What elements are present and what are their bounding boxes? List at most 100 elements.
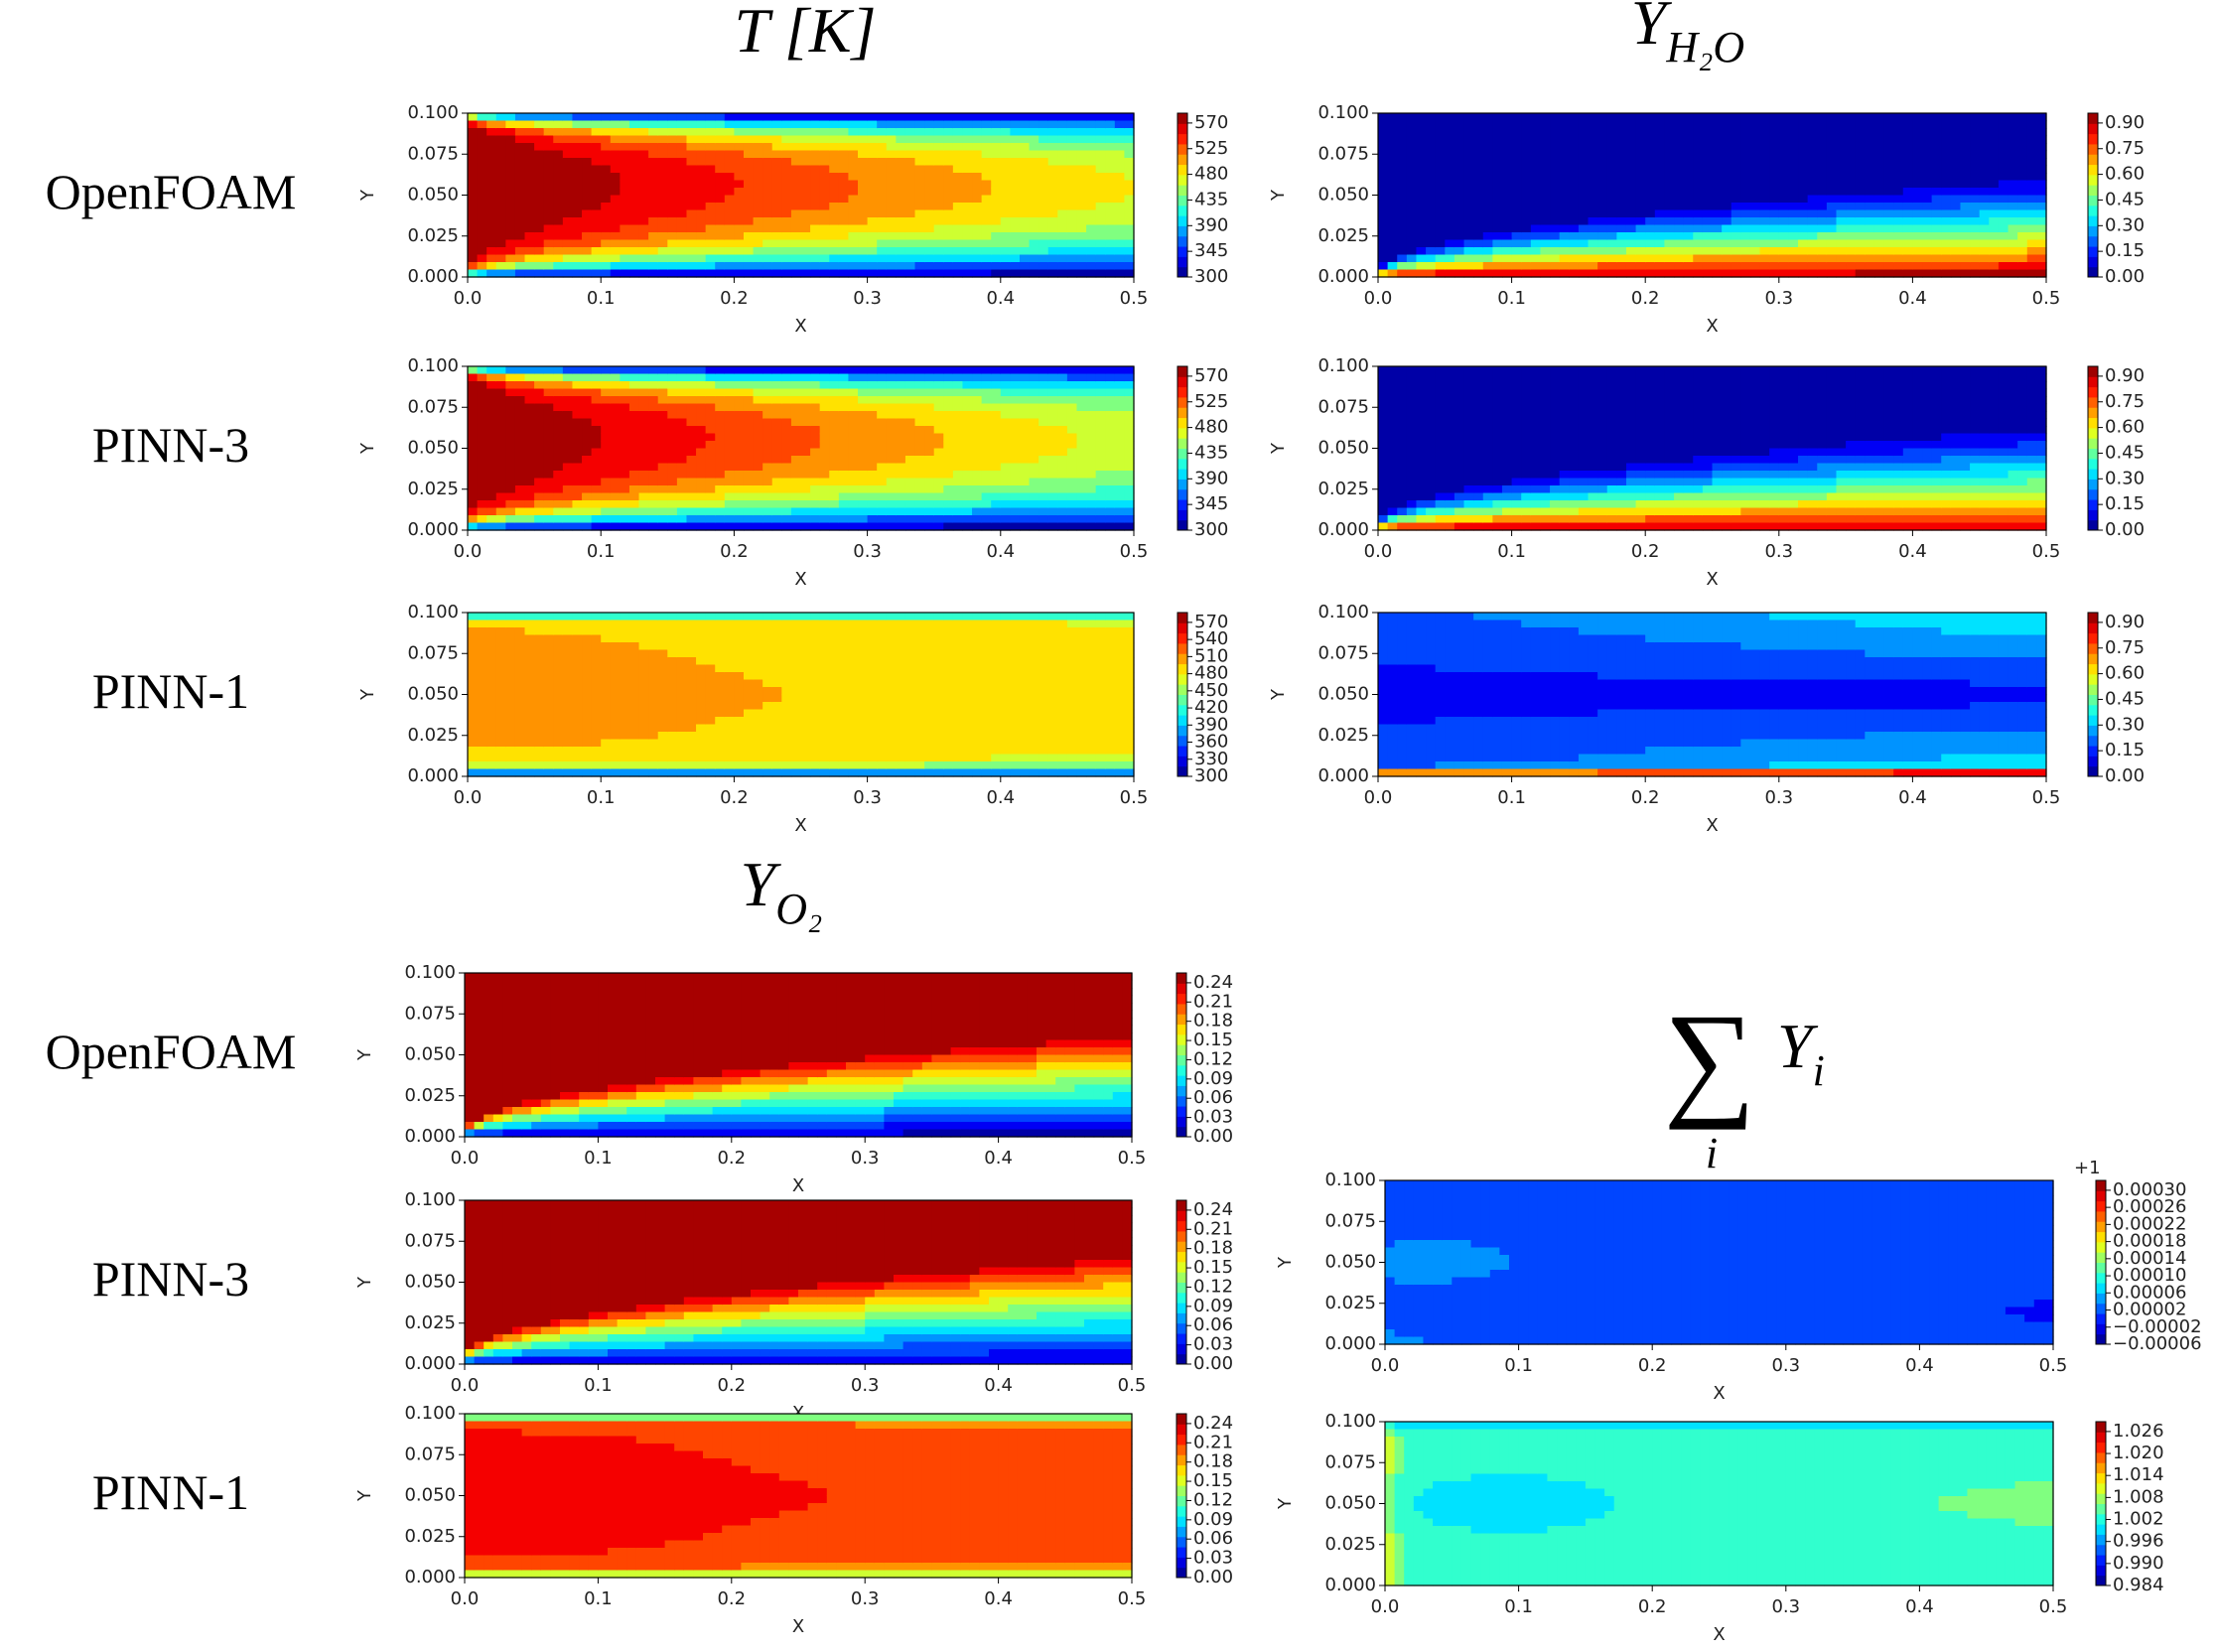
contour-cell: [972, 426, 983, 435]
contour-cell: [495, 224, 506, 233]
contour-cell: [468, 396, 479, 405]
contour-cell: [572, 173, 583, 182]
contour-cell: [886, 717, 897, 726]
contour-cell: [1124, 411, 1135, 420]
contour-cell: [1047, 732, 1058, 741]
contour-cell: [771, 150, 782, 159]
contour-cell: [904, 381, 916, 390]
contour-cell: [838, 485, 850, 494]
contour-cell: [1039, 269, 1049, 278]
contour-cell: [1076, 209, 1087, 218]
contour-cell: [943, 232, 954, 241]
contour-cell: [800, 492, 811, 501]
contour-cell: [676, 456, 688, 465]
contour-cell: [829, 433, 840, 442]
contour-cell: [1435, 247, 1446, 256]
contour-cell: [734, 642, 745, 651]
contour-cell: [486, 627, 497, 636]
contour-cell: [1435, 195, 1446, 204]
contour-cell: [914, 173, 925, 182]
contour-cell: [771, 642, 782, 651]
contour-cell: [896, 761, 906, 770]
contour-cell: [553, 158, 564, 167]
contour-cell: [591, 426, 602, 435]
contour-cell: [1047, 203, 1058, 211]
contour-cell: [1057, 507, 1068, 516]
contour-cell: [1435, 203, 1446, 211]
contour-cell: [477, 388, 487, 397]
contour-cell: [468, 239, 479, 248]
contour-cell: [486, 478, 497, 486]
contour-cell: [1010, 418, 1021, 427]
contour-cell: [991, 456, 1002, 465]
contour-cell: [734, 217, 745, 226]
contour-cell: [810, 232, 821, 241]
contour-cell: [952, 500, 964, 509]
contour-cell: [524, 173, 535, 182]
y-tick-label: 0.100: [407, 602, 459, 622]
contour-cell: [1114, 143, 1126, 152]
contour-cell: [1095, 173, 1106, 182]
contour-cell: [838, 396, 850, 405]
contour-cell: [524, 254, 535, 263]
contour-cell: [657, 418, 668, 427]
contour-cell: [486, 471, 497, 480]
contour-cell: [591, 634, 602, 643]
contour-cell: [1047, 209, 1058, 218]
contour-cell: [553, 717, 564, 726]
contour-cell: [591, 724, 602, 733]
contour-cell: [914, 269, 925, 278]
contour-cell: [781, 724, 792, 733]
contour-cell: [534, 754, 545, 762]
contour-cell: [562, 613, 574, 621]
contour-cell: [582, 717, 593, 726]
contour-cell: [524, 143, 535, 152]
contour-cell: [1387, 203, 1398, 211]
contour-cell: [762, 128, 773, 137]
contour-cell: [715, 373, 726, 382]
contour-cell: [562, 411, 574, 420]
contour-cell: [829, 426, 840, 435]
contour-cell: [914, 135, 925, 144]
contour-cell: [1010, 135, 1021, 144]
contour-cell: [648, 768, 659, 777]
contour-cell: [524, 188, 535, 197]
contour-cell: [620, 672, 630, 681]
contour-cell: [686, 649, 697, 658]
contour-cell: [715, 747, 726, 756]
contour-cell: [829, 754, 840, 762]
contour-cell: [628, 150, 640, 159]
contour-cell: [886, 522, 897, 531]
contour-cell: [781, 732, 792, 741]
contour-cell: [790, 485, 802, 494]
contour-cell: [933, 158, 944, 167]
contour-cell: [1066, 627, 1078, 636]
contour-cell: [981, 515, 992, 524]
contour-cell: [924, 478, 935, 486]
contour-cell: [924, 262, 935, 271]
contour-cell: [819, 471, 830, 480]
contour-cell: [1076, 411, 1087, 420]
contour-cell: [1019, 471, 1031, 480]
contour-cell: [495, 761, 506, 770]
contour-cell: [1426, 188, 1437, 197]
contour-cell: [867, 627, 878, 636]
contour-cell: [648, 761, 659, 770]
contour-cell: [790, 209, 802, 218]
contour-cell: [753, 254, 763, 263]
row-label: PINN-1: [92, 663, 249, 719]
contour-cell: [657, 732, 668, 741]
contour-cell: [981, 433, 992, 442]
contour-cell: [686, 203, 697, 211]
contour-cell: [933, 262, 944, 271]
contour-cell: [638, 739, 649, 748]
contour-cell: [1066, 120, 1078, 129]
contour-cell: [562, 135, 574, 144]
contour-cell: [534, 492, 545, 501]
contour-cell: [896, 732, 906, 741]
contour-cell: [1039, 403, 1049, 412]
contour-cell: [790, 739, 802, 748]
contour-cell: [896, 754, 906, 762]
contour-cell: [1086, 217, 1097, 226]
contour-cell: [1000, 203, 1011, 211]
